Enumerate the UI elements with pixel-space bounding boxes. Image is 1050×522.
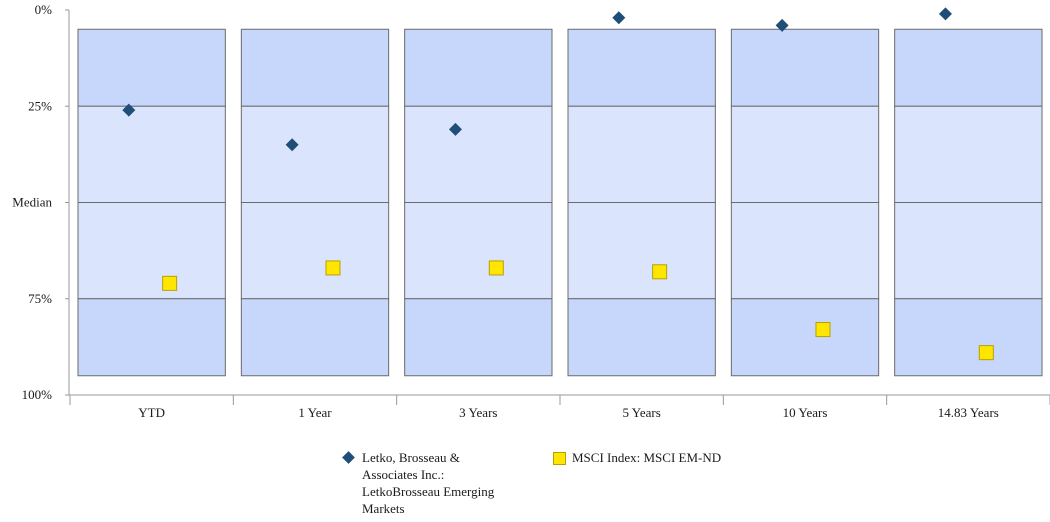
- square-marker-icon: [553, 452, 566, 465]
- y-tick-label: Median: [12, 195, 52, 210]
- band-lower-median: [404, 202, 553, 300]
- index-square-point: [162, 275, 178, 291]
- legend: Letko, Brosseau & Associates Inc.: Letko…: [0, 445, 1050, 522]
- band-bottom-quartile: [240, 298, 390, 377]
- fund-diamond-point: [285, 138, 299, 152]
- index-square-point: [978, 345, 994, 361]
- x-tick-label: 3 Years: [459, 405, 497, 420]
- band-upper-median: [567, 105, 716, 203]
- index-square-point: [325, 260, 341, 276]
- x-tick-label: YTD: [138, 405, 165, 420]
- diamond-marker-icon: [342, 451, 355, 464]
- y-tick-label: 100%: [22, 387, 53, 402]
- band-top-quartile: [567, 28, 716, 107]
- fund-diamond-point: [448, 122, 462, 136]
- index-square-point: [488, 260, 504, 276]
- x-tick-label: 14.83 Years: [938, 405, 999, 420]
- x-tick-label: 1 Year: [298, 405, 332, 420]
- percentile-chart: 0% 25% Median 75% 100% YTD 1 Year 3 Years 5 Year…: [12, 2, 1050, 420]
- index-square-point: [652, 264, 668, 280]
- y-tick-label: 0%: [35, 2, 53, 17]
- data-points: [122, 7, 994, 361]
- legend-label-line: LetkoBrosseau Emerging: [362, 484, 495, 499]
- band-lower-median: [567, 202, 716, 300]
- axes: 0% 25% Median 75% 100% YTD 1 Year 3 Years 5 Year…: [12, 2, 1050, 420]
- band-top-quartile: [730, 28, 880, 107]
- band-bottom-quartile: [77, 298, 226, 377]
- band-top-quartile: [404, 28, 553, 107]
- fund-diamond-point: [938, 7, 952, 21]
- band-top-quartile: [240, 28, 390, 107]
- band-top-quartile: [894, 28, 1043, 107]
- band-upper-median: [730, 105, 880, 203]
- legend-label-fund: Letko, Brosseau & Associates Inc.: Letko…: [362, 449, 494, 517]
- band-bottom-quartile: [730, 298, 880, 377]
- percentile-bands: [77, 28, 1043, 377]
- band-upper-median: [77, 105, 226, 203]
- band-upper-median: [404, 105, 553, 203]
- band-lower-median: [894, 202, 1043, 300]
- band-bottom-quartile: [894, 298, 1043, 377]
- legend-label-index: MSCI Index: MSCI EM-ND: [572, 450, 722, 465]
- band-bottom-quartile: [567, 298, 716, 377]
- band-upper-median: [894, 105, 1043, 203]
- band-bottom-quartile: [404, 298, 553, 377]
- legend-item-fund: Letko, Brosseau & Associates Inc.: Letko…: [341, 449, 494, 517]
- band-top-quartile: [77, 28, 226, 107]
- fund-diamond-point: [122, 103, 136, 117]
- x-tick-label: 10 Years: [783, 405, 828, 420]
- band-lower-median: [730, 202, 880, 300]
- fund-diamond-point: [775, 18, 789, 32]
- band-lower-median: [240, 202, 390, 300]
- band-upper-median: [240, 105, 390, 203]
- legend-label-line: Letko, Brosseau &: [362, 450, 460, 465]
- fund-diamond-point: [612, 11, 626, 25]
- band-lower-median: [77, 202, 226, 300]
- legend-label-line: Associates Inc.:: [362, 467, 445, 482]
- y-tick-label: 75%: [28, 291, 52, 306]
- legend-label-line: Markets: [362, 501, 405, 516]
- y-tick-label: 25%: [28, 98, 52, 113]
- x-tick-label: 5 Years: [623, 405, 661, 420]
- index-square-point: [815, 322, 831, 338]
- legend-item-index: MSCI Index: MSCI EM-ND: [553, 449, 721, 466]
